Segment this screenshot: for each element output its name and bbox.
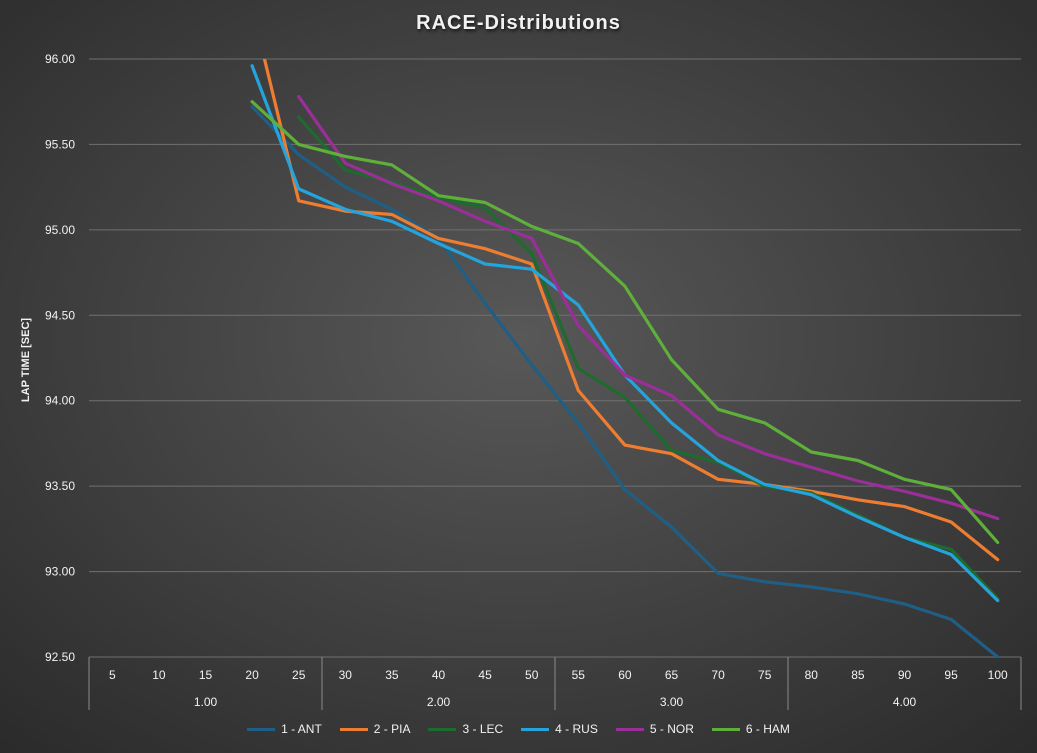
- legend-swatch: [615, 727, 644, 731]
- y-tick-label: 94.00: [45, 394, 75, 408]
- legend-item: 3 - LEC: [428, 722, 503, 736]
- x-tick-label: 70: [711, 668, 725, 682]
- x-tick-label: 65: [665, 668, 679, 682]
- x-tick-label: 35: [385, 668, 399, 682]
- x-tick-label: 25: [292, 668, 306, 682]
- legend: 1 - ANT 2 - PIA 3 - LEC 4 - RUS 5 - NOR 6 - H…: [0, 722, 1037, 736]
- series-line-2-pia: [262, 59, 1000, 562]
- legend-label: 2 - PIA: [373, 722, 411, 736]
- y-tick-label: 96.00: [45, 52, 75, 66]
- series-line-4-rus: [250, 64, 1000, 603]
- legend-label: 6 - HAM: [745, 722, 790, 736]
- x-tick-label: 55: [572, 668, 586, 682]
- x-tick-label: 100: [988, 668, 1008, 682]
- series-line-1-ant: [250, 105, 1000, 657]
- legend-swatch: [339, 727, 368, 731]
- x-group-label: 2.00: [427, 695, 451, 709]
- x-tick-label: 15: [199, 668, 213, 682]
- x-tick-label: 20: [245, 668, 259, 682]
- series-line-5-nor: [297, 95, 1000, 521]
- x-tick-label: 30: [339, 668, 353, 682]
- x-tick-label: 10: [152, 668, 166, 682]
- legend-swatch: [521, 727, 550, 731]
- legend-label: 5 - NOR: [649, 722, 694, 736]
- legend-label: 3 - LEC: [462, 722, 504, 736]
- x-tick-label: 90: [898, 668, 912, 682]
- x-tick-label: 5: [109, 668, 116, 682]
- x-group-label: 3.00: [660, 695, 684, 709]
- x-tick-label: 50: [525, 668, 539, 682]
- chart-title: RACE-Distributions: [416, 12, 621, 34]
- x-tick-label: 40: [432, 668, 446, 682]
- x-group-label: 1.00: [194, 695, 218, 709]
- x-tick-label: 80: [805, 668, 819, 682]
- legend-swatch: [711, 727, 740, 731]
- legend-label: 1 - ANT: [281, 722, 322, 736]
- y-tick-label: 93.50: [45, 479, 75, 493]
- x-group-label: 4.00: [893, 695, 917, 709]
- legend-item: 1 - ANT: [247, 722, 322, 736]
- legend-label: 4 - RUS: [555, 722, 598, 736]
- x-tick-label: 75: [758, 668, 772, 682]
- legend-item: 5 - NOR: [615, 722, 694, 736]
- y-tick-label: 94.50: [45, 308, 75, 322]
- y-tick-label: 95.50: [45, 137, 75, 151]
- x-tick-label: 85: [851, 668, 865, 682]
- legend-item: 2 - PIA: [339, 722, 411, 736]
- legend-item: 4 - RUS: [521, 722, 598, 736]
- legend-swatch: [247, 727, 276, 731]
- y-tick-label: 92.50: [45, 650, 75, 664]
- legend-item: 6 - HAM: [711, 722, 790, 736]
- y-tick-label: 95.00: [45, 223, 75, 237]
- series-line-6-ham: [250, 100, 1000, 545]
- x-tick-label: 95: [944, 668, 958, 682]
- x-tick-label: 60: [618, 668, 632, 682]
- x-tick-label: 45: [478, 668, 492, 682]
- legend-swatch: [428, 727, 457, 731]
- y-tick-label: 93.00: [45, 565, 75, 579]
